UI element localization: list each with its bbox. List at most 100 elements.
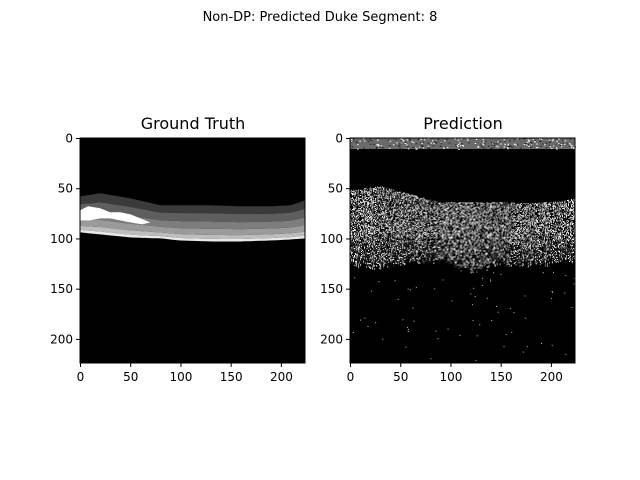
prediction-texture-pixel xyxy=(373,250,375,252)
prediction-texture-pixel xyxy=(444,250,446,252)
prediction-texture-pixel xyxy=(462,266,464,268)
prediction-texture-pixel xyxy=(352,226,354,228)
prediction-texture-pixel xyxy=(434,203,436,205)
prediction-texture-pixel xyxy=(458,204,460,206)
prediction-texture-pixel xyxy=(462,209,464,211)
prediction-texture-pixel xyxy=(378,260,380,262)
prediction-texture-pixel xyxy=(393,225,395,227)
prediction-texture-pixel xyxy=(401,195,403,197)
prediction-texture-pixel xyxy=(400,223,402,225)
prediction-texture-pixel xyxy=(350,227,352,229)
prediction-texture-pixel xyxy=(453,234,455,236)
prediction-texture-pixel xyxy=(465,212,467,214)
prediction-noise-pixel xyxy=(458,148,460,150)
prediction-texture-pixel xyxy=(457,264,459,266)
prediction-texture-pixel xyxy=(460,251,462,253)
prediction-texture-pixel xyxy=(352,200,354,202)
prediction-texture-pixel xyxy=(379,261,381,263)
prediction-texture-pixel xyxy=(443,214,445,216)
prediction-texture-pixel xyxy=(381,204,383,206)
prediction-texture-pixel xyxy=(415,209,417,211)
prediction-texture-pixel xyxy=(362,205,364,207)
prediction-texture-pixel xyxy=(467,245,469,247)
prediction-texture-pixel xyxy=(465,253,467,255)
prediction-texture-pixel xyxy=(386,232,388,234)
prediction-texture-pixel xyxy=(376,241,378,244)
prediction-texture-pixel xyxy=(373,243,375,245)
prediction-texture-pixel xyxy=(457,218,459,220)
prediction-texture-pixel xyxy=(392,252,394,254)
prediction-texture-pixel xyxy=(417,259,419,261)
ground-truth-y-tick-label: 100 xyxy=(50,232,73,246)
prediction-texture-pixel xyxy=(353,199,355,201)
prediction-texture-pixel xyxy=(354,213,356,215)
prediction-noise-pixel xyxy=(528,140,531,142)
prediction-texture-pixel xyxy=(372,200,374,202)
prediction-texture-pixel xyxy=(429,220,431,222)
prediction-texture-pixel xyxy=(378,242,380,244)
prediction-texture-pixel xyxy=(362,204,364,206)
prediction-texture-pixel xyxy=(415,247,417,249)
prediction-texture-pixel xyxy=(428,218,430,220)
prediction-texture-pixel xyxy=(362,213,364,215)
prediction-texture-pixel xyxy=(388,200,390,202)
prediction-texture-pixel xyxy=(443,208,445,210)
prediction-texture-pixel xyxy=(456,242,458,244)
prediction-texture-pixel xyxy=(436,237,438,239)
prediction-texture-pixel xyxy=(443,229,445,231)
prediction-texture-pixel xyxy=(430,207,432,209)
prediction-texture-pixel xyxy=(421,253,423,255)
prediction-noise-pixel xyxy=(462,145,465,147)
prediction-texture-pixel xyxy=(429,252,431,254)
prediction-texture-pixel xyxy=(354,233,356,235)
prediction-texture-pixel xyxy=(425,233,427,235)
prediction-texture-pixel xyxy=(377,213,379,215)
prediction-texture-pixel xyxy=(358,251,360,253)
prediction-texture-pixel xyxy=(425,258,427,260)
prediction-texture-pixel xyxy=(371,200,373,202)
prediction-texture-pixel xyxy=(367,227,369,229)
prediction-texture-pixel xyxy=(448,259,450,261)
prediction-texture-pixel xyxy=(354,264,356,266)
prediction-texture-pixel xyxy=(427,253,429,255)
prediction-noise-pixel xyxy=(507,143,510,145)
prediction-texture-pixel xyxy=(356,199,358,201)
prediction-texture-pixel xyxy=(449,246,451,248)
prediction-texture-pixel xyxy=(401,252,403,254)
prediction-texture-pixel xyxy=(411,202,413,204)
prediction-texture-pixel xyxy=(425,241,427,243)
prediction-texture-pixel xyxy=(369,219,371,221)
prediction-texture-pixel xyxy=(443,258,445,260)
prediction-texture-pixel xyxy=(369,241,371,243)
prediction-texture-pixel xyxy=(356,197,358,199)
prediction-texture-pixel xyxy=(403,252,405,254)
prediction-texture-pixel xyxy=(373,189,375,191)
prediction-texture-pixel xyxy=(421,241,423,243)
prediction-texture-pixel xyxy=(403,244,405,246)
prediction-texture-pixel xyxy=(350,243,352,245)
prediction-texture-pixel xyxy=(354,209,356,211)
prediction-texture-pixel xyxy=(357,210,359,212)
prediction-texture-pixel xyxy=(416,218,418,221)
prediction-texture-pixel xyxy=(378,250,380,252)
prediction-texture-pixel xyxy=(461,212,463,214)
prediction-texture-pixel xyxy=(468,207,470,209)
prediction-texture-pixel xyxy=(450,227,452,229)
prediction-texture-pixel xyxy=(451,253,453,255)
prediction-texture-pixel xyxy=(393,207,395,209)
prediction-texture-pixel xyxy=(462,230,464,232)
prediction-texture-pixel xyxy=(432,226,434,228)
prediction-texture-pixel xyxy=(416,195,418,197)
prediction-texture-pixel xyxy=(419,211,421,213)
prediction-texture-pixel xyxy=(369,191,371,193)
prediction-texture-pixel xyxy=(462,257,464,259)
prediction-texture-pixel xyxy=(409,210,411,212)
prediction-texture-pixel xyxy=(394,254,396,256)
prediction-texture-pixel xyxy=(401,225,403,228)
prediction-texture-pixel xyxy=(430,208,432,210)
prediction-texture-pixel xyxy=(429,253,431,255)
prediction-texture-pixel xyxy=(414,204,416,206)
prediction-texture-pixel xyxy=(447,234,449,236)
prediction-noise-pixel xyxy=(369,148,371,150)
prediction-texture-pixel xyxy=(408,223,410,225)
